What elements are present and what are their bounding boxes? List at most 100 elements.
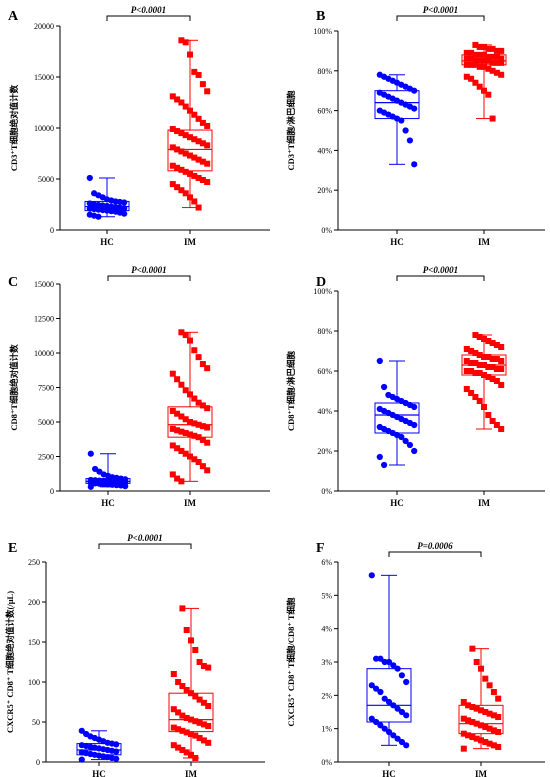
data-point [78,756,85,763]
data-point [490,712,497,719]
data-point [192,647,199,653]
series-hc [76,727,122,763]
data-point [489,418,496,424]
significance-bracket [107,275,191,281]
data-point [481,87,487,94]
data-point [187,431,193,438]
data-point [481,336,487,342]
data-point [199,423,206,430]
y-tick-label: 150 [28,638,40,647]
panel-b: B 0% 20% 40% 60% 80% 100% CD3⁺T细胞/淋巴细胞 HC IM P<0.0… [286,5,545,247]
data-point [485,374,492,380]
data-point [463,358,470,364]
data-point [411,105,418,112]
data-point [191,136,198,143]
data-point [476,352,483,358]
series-hc [366,572,412,749]
data-point [472,41,479,48]
data-point [113,748,120,755]
y-axis-label: CD8⁺T细胞/淋巴细胞 [286,350,296,431]
significance-bracket [396,15,485,21]
data-point [187,453,193,460]
data-point [463,73,470,80]
data-point [196,696,203,703]
data-point [403,742,410,749]
data-point [121,199,128,206]
data-point [199,158,206,165]
data-point [195,174,202,181]
x-tick-label: HC [100,237,114,247]
data-point [188,731,194,737]
data-point [191,68,198,75]
y-tick-label: 200 [28,598,40,607]
data-point [485,65,492,72]
data-point [183,729,190,736]
data-point [493,356,500,362]
y-axis-label: CD3⁺T细胞/淋巴细胞 [286,90,296,171]
data-point [187,107,193,114]
series-hc [374,357,420,469]
data-point [468,75,475,82]
data-point [368,572,375,579]
data-point [179,712,186,719]
data-point [195,156,202,163]
data-point [495,695,502,702]
data-point [411,87,418,94]
data-point [493,59,500,66]
data-point [498,59,505,66]
data-point [169,471,176,478]
data-point [478,665,484,672]
data-point [169,407,176,414]
data-point [368,682,375,689]
data-point [199,463,206,470]
x-tick-label: IM [184,498,197,508]
data-point [463,386,470,392]
data-point [169,181,176,188]
data-point [170,742,177,749]
data-point [476,334,483,340]
y-tick-label: 2500 [38,453,54,462]
data-point [199,177,206,184]
y-tick-label: 0 [50,487,54,496]
data-point [472,370,479,376]
data-point [169,442,176,449]
data-point [385,728,393,736]
y-tick-label: 0% [321,487,332,496]
data-point [204,122,211,129]
data-point [191,432,198,439]
data-point [489,67,496,74]
data-point [183,749,190,756]
data-point [489,59,496,66]
data-point [178,428,185,435]
data-point [472,350,479,356]
data-point [192,732,199,739]
data-point [411,403,418,411]
data-point [178,447,185,454]
data-point [493,342,500,348]
data-point [195,115,202,122]
data-point [390,662,397,669]
panel-f: F 0% 1% 2% 3% 4% 5% 6% CXCR5⁺ CD8⁺ T细胞/CD8⁺ T细胞 H… [286,541,545,777]
data-point [373,685,380,692]
data-point [489,340,496,346]
data-point [178,478,185,485]
data-point [78,727,85,734]
data-point [182,39,189,46]
data-point [182,168,189,175]
series-im [167,37,213,211]
x-tick-label: IM [184,237,197,247]
data-point [191,456,198,463]
data-point [199,81,206,88]
data-point [489,115,496,122]
data-point [187,194,193,201]
data-point [482,709,489,715]
data-point [187,170,193,177]
data-point [187,152,193,159]
data-point [204,88,211,95]
data-point [472,332,479,338]
y-tick-label: 20000 [34,22,54,31]
data-point [182,150,189,157]
data-point [182,103,189,110]
y-tick-label: 5000 [38,418,54,427]
